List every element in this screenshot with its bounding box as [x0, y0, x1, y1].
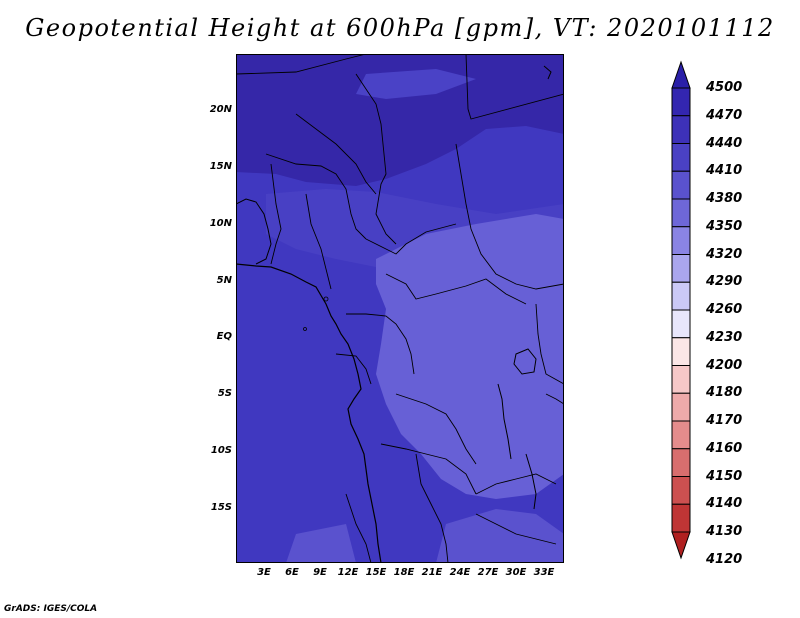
colorbar-segment — [671, 309, 691, 339]
colorbar-cap-top — [671, 60, 691, 89]
colorbar — [671, 60, 691, 560]
colorbar-segment — [671, 337, 691, 366]
island-sao-tome — [303, 327, 307, 331]
lon-label: 6E — [285, 567, 299, 578]
colorbar-tick-label: 4380 — [706, 191, 743, 206]
colorbar-segment — [671, 420, 691, 450]
coastline-west — [236, 263, 382, 563]
colorbar-segment — [671, 198, 691, 228]
colorbar-tick-label: 4140 — [706, 496, 743, 512]
colorbar-segment — [671, 87, 691, 117]
colorbar-segment — [671, 115, 691, 144]
field-congo-low — [376, 214, 564, 499]
island-bioko — [323, 296, 329, 302]
map-frame — [236, 54, 564, 563]
colorbar-tick-label: 4470 — [706, 107, 743, 123]
field-southeast-patch — [436, 509, 564, 563]
colorbar-tick-label: 4290 — [706, 274, 743, 290]
lat-label: 10S — [210, 445, 232, 456]
lat-label: 10N — [209, 218, 232, 229]
coastline-westafrica — [236, 198, 272, 265]
colorbar-segment — [671, 143, 691, 172]
lake-tanganyika — [497, 383, 512, 460]
lake-malawi — [525, 453, 537, 510]
footer-credit: GrADS: IGES/COLA — [4, 604, 98, 614]
colorbar-segment — [671, 365, 691, 394]
colorbar-cap-bottom — [671, 531, 691, 560]
colorbar-tick-label: 4180 — [706, 385, 743, 401]
colorbar-tick-label: 4130 — [706, 524, 743, 539]
lat-label: 5N — [216, 275, 232, 286]
lat-label: 15S — [210, 502, 232, 513]
lon-label: 15E — [365, 567, 387, 578]
colorbar-tick-label: 4410 — [706, 163, 743, 179]
coastline-sinai — [543, 65, 552, 80]
colorbar-segment — [671, 476, 691, 505]
colorbar-segment — [671, 392, 691, 422]
lat-label: 5S — [217, 388, 232, 399]
map-title: Geopotential Height at 600hPa [gpm], VT:… — [25, 14, 775, 42]
field-north-patch — [356, 69, 476, 99]
lon-label: 24E — [449, 567, 471, 578]
lat-label: 20N — [209, 104, 232, 115]
colorbar-tick-label: 4120 — [706, 551, 743, 567]
lat-label: 15N — [209, 161, 232, 172]
colorbar-segment — [671, 254, 691, 283]
colorbar-tick-label: 4200 — [706, 357, 743, 373]
colorbar-tick-label: 4260 — [706, 302, 743, 317]
colorbar-segment — [671, 448, 691, 477]
colorbar-segment — [671, 503, 691, 533]
lon-label: 21E — [421, 567, 443, 578]
lat-label: EQ — [216, 331, 232, 342]
colorbar-tick-label: 4440 — [706, 135, 743, 151]
lon-label: 18E — [393, 567, 415, 578]
colorbar-tick-label: 4500 — [706, 80, 743, 95]
lake-victoria — [513, 348, 537, 375]
colorbar-segment — [671, 281, 691, 311]
colorbar-tick-label: 4150 — [706, 468, 743, 484]
colorbar-segment — [671, 170, 691, 200]
lon-label: 33E — [533, 567, 555, 578]
colorbar-tick-label: 4230 — [706, 329, 743, 345]
lon-label: 27E — [477, 567, 499, 578]
field-north-band — [236, 54, 564, 186]
colorbar-segment — [671, 226, 691, 255]
colorbar-tick-label: 4170 — [706, 413, 743, 428]
lon-label: 3E — [257, 567, 271, 578]
map-panel — [236, 54, 564, 563]
lon-label: 30E — [505, 567, 527, 578]
country-borders — [236, 54, 564, 563]
geopotential-map — [236, 54, 564, 563]
lon-label: 12E — [337, 567, 359, 578]
field-southwest-patch — [286, 524, 356, 563]
lon-label: 9E — [313, 567, 327, 578]
colorbar-tick-label: 4350 — [706, 218, 743, 234]
colorbar-tick-label: 4320 — [706, 246, 743, 262]
colorbar-tick-label: 4160 — [706, 440, 743, 456]
